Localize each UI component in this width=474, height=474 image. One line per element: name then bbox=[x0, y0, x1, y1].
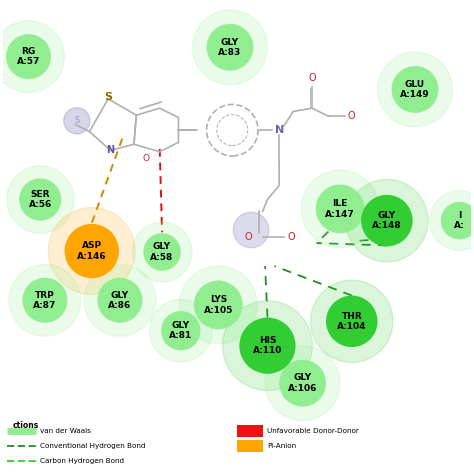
Text: GLU
A:149: GLU A:149 bbox=[400, 80, 430, 99]
Text: van der Waals: van der Waals bbox=[40, 428, 91, 434]
Text: GLY
A:148: GLY A:148 bbox=[372, 211, 401, 230]
FancyBboxPatch shape bbox=[237, 425, 263, 438]
Text: HIS
A:110: HIS A:110 bbox=[253, 336, 282, 356]
Circle shape bbox=[265, 346, 340, 420]
Text: Carbon Hydrogen Bond: Carbon Hydrogen Bond bbox=[40, 458, 124, 465]
Text: I
A:: I A: bbox=[454, 211, 465, 230]
Circle shape bbox=[64, 108, 90, 134]
Circle shape bbox=[233, 212, 269, 248]
Circle shape bbox=[194, 281, 243, 329]
Text: Conventional Hydrogen Bond: Conventional Hydrogen Bond bbox=[40, 443, 146, 449]
Circle shape bbox=[316, 184, 365, 233]
Text: ILE
A:147: ILE A:147 bbox=[325, 199, 355, 219]
Text: ctions: ctions bbox=[12, 420, 38, 429]
Circle shape bbox=[310, 280, 393, 363]
Text: O: O bbox=[142, 154, 149, 163]
Circle shape bbox=[346, 179, 428, 262]
Circle shape bbox=[97, 278, 142, 323]
Circle shape bbox=[361, 195, 413, 246]
Circle shape bbox=[48, 208, 135, 294]
Text: GLY
A:86: GLY A:86 bbox=[108, 291, 131, 310]
Text: THR
A:104: THR A:104 bbox=[337, 311, 366, 331]
Text: O: O bbox=[288, 232, 295, 242]
Circle shape bbox=[7, 166, 74, 233]
Circle shape bbox=[143, 233, 181, 271]
Text: N: N bbox=[274, 125, 284, 135]
Circle shape bbox=[192, 10, 267, 85]
Circle shape bbox=[207, 24, 254, 71]
Circle shape bbox=[392, 66, 438, 113]
Text: SER
A:56: SER A:56 bbox=[28, 190, 52, 209]
Text: O: O bbox=[347, 111, 355, 121]
Circle shape bbox=[132, 222, 192, 282]
Circle shape bbox=[179, 266, 257, 344]
Circle shape bbox=[326, 296, 377, 347]
FancyBboxPatch shape bbox=[237, 440, 263, 453]
Circle shape bbox=[9, 264, 81, 336]
Text: S: S bbox=[104, 92, 112, 102]
Text: O: O bbox=[308, 73, 316, 83]
Circle shape bbox=[6, 34, 51, 79]
Circle shape bbox=[301, 170, 379, 248]
Text: GLY
A:83: GLY A:83 bbox=[219, 37, 242, 57]
Circle shape bbox=[429, 191, 474, 251]
Text: Unfavorable Donor-Donor: Unfavorable Donor-Donor bbox=[267, 428, 359, 434]
Circle shape bbox=[64, 224, 119, 278]
Circle shape bbox=[19, 178, 61, 220]
Circle shape bbox=[149, 299, 212, 362]
Circle shape bbox=[239, 318, 296, 374]
Circle shape bbox=[441, 202, 474, 239]
Text: S: S bbox=[74, 116, 80, 125]
Text: N: N bbox=[107, 146, 115, 155]
Circle shape bbox=[377, 52, 453, 127]
Text: RG
A:57: RG A:57 bbox=[17, 47, 40, 66]
Text: O: O bbox=[245, 232, 253, 242]
Circle shape bbox=[22, 278, 67, 323]
Circle shape bbox=[84, 264, 156, 336]
Text: TRP
A:87: TRP A:87 bbox=[33, 291, 56, 310]
Text: GLY
A:106: GLY A:106 bbox=[288, 374, 317, 393]
Circle shape bbox=[279, 360, 326, 407]
Text: Pi-Anion: Pi-Anion bbox=[267, 443, 297, 449]
Circle shape bbox=[161, 311, 201, 350]
Text: ASP
A:146: ASP A:146 bbox=[77, 241, 107, 261]
Text: GLY
A:58: GLY A:58 bbox=[150, 242, 173, 262]
Text: GLY
A:81: GLY A:81 bbox=[169, 321, 192, 340]
Text: LYS
A:105: LYS A:105 bbox=[203, 295, 233, 315]
Circle shape bbox=[0, 21, 64, 92]
Circle shape bbox=[222, 301, 312, 391]
